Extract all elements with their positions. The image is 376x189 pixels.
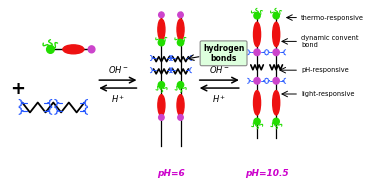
Text: light-responsive: light-responsive xyxy=(301,91,355,97)
Ellipse shape xyxy=(254,12,260,19)
Ellipse shape xyxy=(159,115,164,120)
Ellipse shape xyxy=(273,49,279,56)
Ellipse shape xyxy=(159,12,164,18)
Ellipse shape xyxy=(273,118,279,125)
Ellipse shape xyxy=(273,77,279,84)
Ellipse shape xyxy=(273,91,280,115)
Ellipse shape xyxy=(253,22,261,47)
Ellipse shape xyxy=(158,95,165,116)
Text: H$^+$: H$^+$ xyxy=(111,93,125,105)
Ellipse shape xyxy=(88,46,95,53)
Ellipse shape xyxy=(47,45,54,53)
Text: hydrogen
bonds: hydrogen bonds xyxy=(203,44,244,63)
Text: pH=10.5: pH=10.5 xyxy=(245,169,288,178)
Text: pH=6: pH=6 xyxy=(157,169,185,178)
Ellipse shape xyxy=(177,95,184,116)
Ellipse shape xyxy=(254,49,260,56)
Text: +: + xyxy=(11,80,26,98)
Ellipse shape xyxy=(158,39,165,46)
Ellipse shape xyxy=(273,12,279,19)
Ellipse shape xyxy=(254,118,260,125)
Ellipse shape xyxy=(177,19,184,40)
FancyBboxPatch shape xyxy=(200,41,247,66)
Text: OH$^-$: OH$^-$ xyxy=(209,64,229,75)
Ellipse shape xyxy=(253,91,261,115)
Ellipse shape xyxy=(273,22,280,47)
Text: bond: bond xyxy=(301,42,318,48)
Ellipse shape xyxy=(178,115,183,120)
Ellipse shape xyxy=(177,39,183,46)
Ellipse shape xyxy=(177,82,183,88)
Ellipse shape xyxy=(63,45,84,54)
Text: thermo-responsive: thermo-responsive xyxy=(301,15,364,21)
Text: dynamic convent: dynamic convent xyxy=(301,35,359,41)
Ellipse shape xyxy=(178,12,183,18)
Text: pH-responsive: pH-responsive xyxy=(301,67,349,73)
Ellipse shape xyxy=(254,77,260,84)
Text: OH$^-$: OH$^-$ xyxy=(108,64,128,75)
Text: H$^+$: H$^+$ xyxy=(212,93,226,105)
Ellipse shape xyxy=(158,82,165,88)
Ellipse shape xyxy=(158,19,165,40)
